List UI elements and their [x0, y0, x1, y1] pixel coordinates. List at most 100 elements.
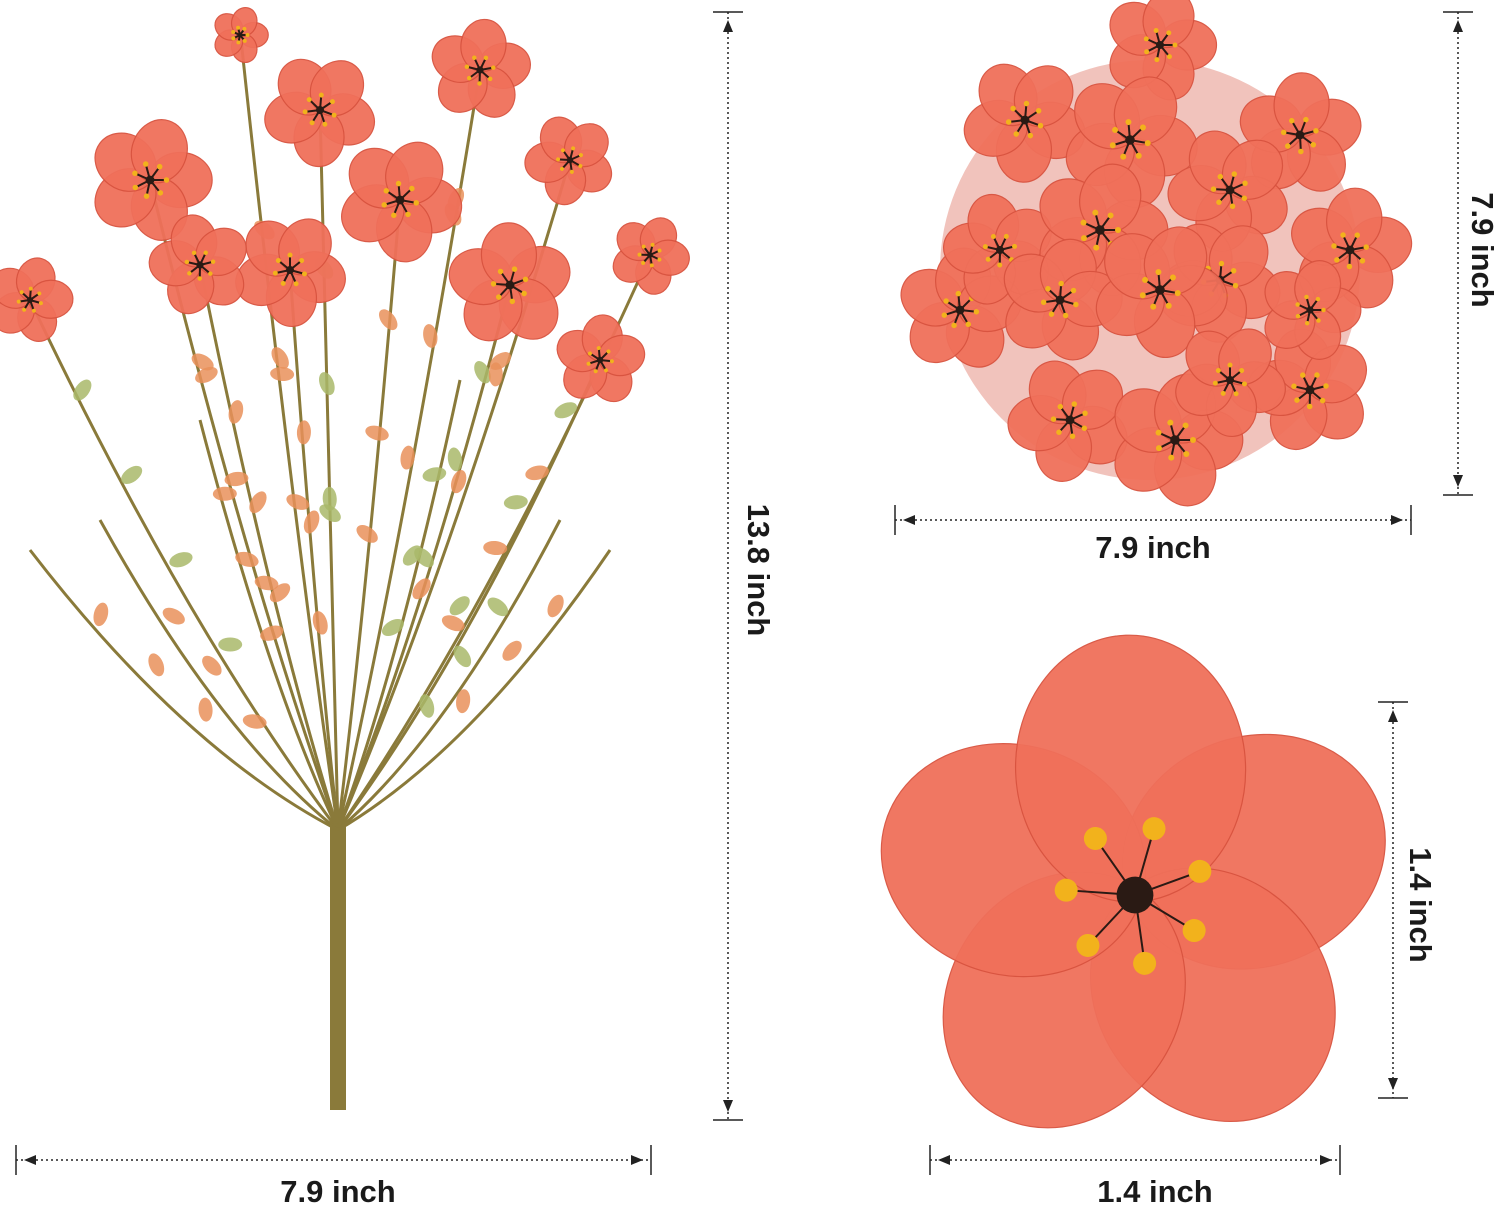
anther — [477, 81, 482, 86]
flower — [612, 217, 690, 295]
leaf — [488, 362, 503, 387]
anther — [1139, 292, 1146, 299]
single-flower-height-label: 1.4 inch — [1403, 847, 1438, 963]
dimension-line — [713, 11, 743, 1121]
flower — [1065, 76, 1198, 208]
flower-center — [26, 296, 34, 304]
dimension-line — [1378, 701, 1408, 1099]
single-flower-width-label: 1.4 inch — [1097, 1174, 1213, 1207]
flower-center — [996, 246, 1004, 254]
anther — [491, 65, 496, 70]
anther — [483, 55, 489, 61]
anther — [606, 349, 611, 354]
dimension-line — [894, 505, 1412, 535]
leaf — [483, 540, 508, 556]
anther — [586, 361, 591, 366]
flower — [1007, 360, 1128, 482]
anther — [1169, 274, 1176, 281]
anther — [1294, 397, 1300, 403]
anther — [1080, 235, 1087, 242]
leaf — [447, 447, 463, 472]
anther — [1280, 129, 1287, 136]
arrow-head — [1320, 1155, 1332, 1165]
anther — [1215, 368, 1221, 374]
anther — [511, 266, 518, 272]
anther — [1166, 54, 1172, 60]
anther — [132, 184, 139, 191]
anther — [578, 164, 583, 168]
leaf — [93, 602, 109, 627]
stem — [98, 519, 339, 832]
anther — [1242, 180, 1248, 187]
flower — [524, 116, 613, 206]
anther — [1165, 302, 1172, 309]
anther — [395, 180, 402, 187]
anther — [495, 294, 502, 300]
anther — [1076, 933, 1100, 957]
anther — [1056, 429, 1062, 436]
leaf — [487, 597, 509, 617]
flower — [341, 141, 463, 263]
anther — [1120, 153, 1127, 160]
flower — [431, 18, 531, 118]
anther — [609, 359, 614, 364]
anther — [1210, 186, 1217, 192]
leaf — [441, 615, 465, 632]
anther — [142, 161, 149, 167]
leaf — [198, 697, 213, 722]
anther — [997, 262, 1003, 268]
anther — [641, 244, 646, 249]
arrow-head — [1391, 515, 1403, 525]
leaf — [554, 402, 578, 419]
anther — [1081, 425, 1088, 431]
leaf — [270, 366, 295, 382]
anther — [985, 256, 991, 262]
flower-center — [1155, 285, 1165, 295]
anther — [1346, 263, 1353, 270]
anther — [1212, 380, 1218, 386]
arrow-head — [1388, 1078, 1398, 1090]
anther — [637, 252, 642, 257]
anther — [409, 185, 415, 192]
anther — [1232, 282, 1239, 289]
arrow-head — [938, 1155, 950, 1165]
anther — [1231, 171, 1238, 177]
anther — [973, 308, 980, 315]
flower — [1167, 130, 1288, 252]
anther — [242, 38, 247, 43]
anther — [1040, 299, 1047, 306]
leaf — [286, 494, 310, 510]
flower-center — [1306, 306, 1314, 314]
flower-center — [1095, 225, 1105, 235]
anther — [556, 157, 561, 162]
anther — [38, 301, 43, 306]
anther — [1304, 320, 1310, 326]
anther — [1306, 403, 1313, 410]
anther — [1220, 390, 1226, 396]
leaf — [169, 552, 193, 568]
anther — [1071, 401, 1078, 407]
flower — [1109, 0, 1218, 101]
anther — [1174, 290, 1181, 297]
anther — [1010, 105, 1016, 112]
anther — [982, 244, 988, 250]
flower-center — [1295, 130, 1305, 140]
leaf — [319, 372, 335, 396]
leaf — [422, 467, 447, 482]
flower-center — [955, 305, 965, 315]
anther — [587, 351, 592, 356]
anther — [299, 258, 305, 264]
anther — [487, 76, 493, 82]
anther — [497, 268, 504, 275]
flower-center — [145, 175, 155, 185]
anther — [236, 25, 241, 30]
anther — [1142, 276, 1149, 283]
leaf — [453, 645, 472, 668]
anther — [1153, 28, 1159, 34]
leaf — [303, 510, 320, 534]
leaf — [378, 309, 398, 331]
flower-center — [395, 195, 405, 205]
anther — [1027, 132, 1034, 139]
anther — [641, 260, 646, 265]
